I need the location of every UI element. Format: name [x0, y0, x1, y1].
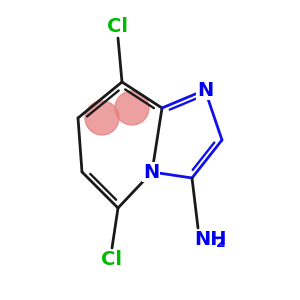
Text: Cl: Cl: [101, 250, 122, 269]
Circle shape: [85, 101, 119, 135]
Text: Cl: Cl: [107, 17, 128, 36]
Text: N: N: [143, 163, 159, 182]
Text: N: N: [197, 80, 213, 100]
Text: NH: NH: [194, 230, 226, 249]
Text: 2: 2: [216, 236, 226, 250]
Circle shape: [115, 91, 149, 125]
